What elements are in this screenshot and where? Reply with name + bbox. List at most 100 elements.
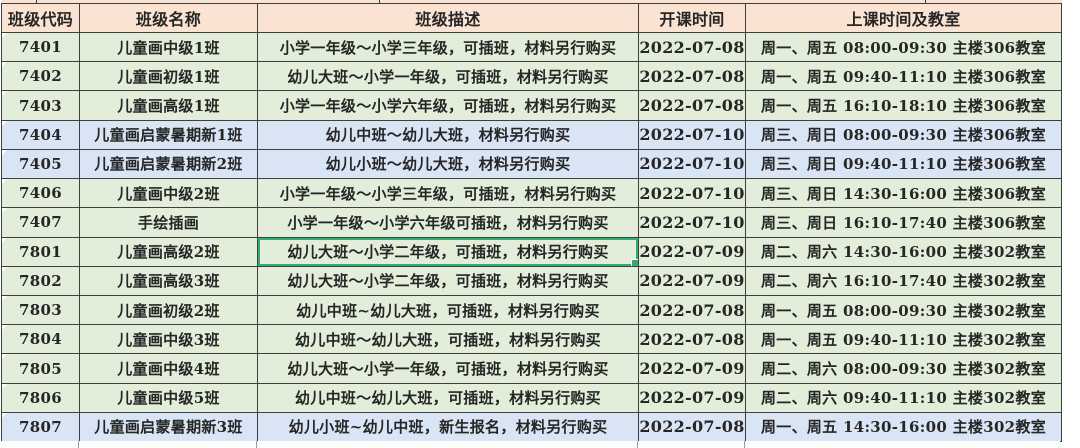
cell-time-room[interactable]: 周二、周六 08:00-09:30 主楼302教室 [760,360,1047,379]
cell-class-code[interactable]: 7804 [2,325,80,354]
cell-start-date[interactable]: 2022-07-09 [639,237,746,266]
cell-class-code[interactable]: 7404 [2,120,80,149]
cell-time-room[interactable]: 周二、周六 16:10-17:40 主楼302教室 [760,272,1047,291]
cell-start-date[interactable]: 2022-07-10 [639,208,746,237]
table-row: 7806 儿童画中级5班 幼儿中班～幼儿大班，可插班，材料另行购买 2022-07-0… [2,383,1061,413]
cutoff-row-bottom [1,441,1060,448]
cell-class-name[interactable]: 儿童画中级2班 [80,179,258,208]
cell-class-code[interactable]: 7806 [2,383,80,412]
cell-class-desc[interactable]: 小学一年级～小学三年级，可插班，材料另行购买 [258,33,639,62]
cell-class-name[interactable]: 儿童画初级2班 [80,295,258,325]
table-row: 7802 儿童画高级3班 幼儿大班～小学二年级，可插班，材料另行购买 2022-07-… [2,266,1061,296]
cell-start-date[interactable]: 2022-07-08 [639,62,746,91]
cutoff-cell [380,0,926,3]
table-row: 7803 儿童画初级2班 幼儿中班~幼儿大班，可插班，材料另行购买 2022-07-0… [2,295,1061,326]
cell-class-code[interactable]: 7801 [2,237,80,266]
cell-class-name[interactable]: 儿童画中级5班 [80,383,258,412]
cell-class-code[interactable]: 7403 [2,91,80,120]
cell-start-date[interactable]: 2022-07-08 [639,33,746,62]
table-header-row: 班级代码 班级名称 班级描述 开课时间 上课时间及教室 [2,4,1061,33]
cell-class-name[interactable]: 儿童画高级1班 [80,91,258,120]
cell-start-date[interactable]: 2022-07-08 [639,325,746,354]
cell-start-date[interactable]: 2022-07-09 [639,383,746,412]
cell-time-room[interactable]: 周一、周五 09:40-11:10 主楼306教室 [760,67,1047,86]
cutoff-cell [1,0,37,3]
cell-class-name[interactable]: 儿童画中级1班 [80,33,258,62]
class-schedule-table: 班级代码 班级名称 班级描述 开课时间 上课时间及教室 7401 儿童画中级1班小… [1,3,1062,442]
cell-time-room[interactable]: 周三、周日 16:10-17:40 主楼306教室 [760,213,1047,232]
cell-time-room[interactable]: 周二、周六 14:30-16:00 主楼302教室 [760,243,1047,262]
cell-time-room[interactable]: 周一、周五 08:00-09:30 主楼302教室 [760,301,1047,320]
cell-class-name[interactable]: 儿童画启蒙暑期新3班 [80,412,258,442]
cell-class-code[interactable]: 7407 [2,208,80,237]
cell-class-code[interactable]: 7803 [2,295,80,325]
cutoff-cell [79,441,257,448]
cell-time-room[interactable]: 周三、周日 14:30-16:00 主楼306教室 [760,184,1047,203]
cell-class-desc[interactable]: 幼儿小班~幼儿中班，新生报名，材料另行购买 [258,412,639,442]
cell-class-desc[interactable]: 幼儿大班～小学一年级，可插班，材料另行购买 [258,354,639,383]
cell-start-date[interactable]: 2022-07-10 [639,179,746,208]
cell-time-room[interactable]: 周三、周日 09:40-11:10 主楼306教室 [760,155,1047,174]
cell-class-name[interactable]: 儿童画中级4班 [80,354,258,383]
cell-start-date[interactable]: 2022-07-09 [639,354,746,383]
cell-class-name[interactable]: 儿童画高级2班 [80,237,258,266]
cell-class-code[interactable]: 7401 [2,33,80,62]
cell-class-desc[interactable]: 幼儿中班～幼儿大班，可插班，材料另行购买 [258,383,639,412]
header-cell-class-code[interactable]: 班级代码 [2,4,80,32]
cell-class-name[interactable]: 儿童画中级3班 [80,325,258,354]
cell-class-name[interactable]: 儿童画启蒙暑期新1班 [80,120,258,149]
cell-start-date[interactable]: 2022-07-08 [639,412,746,442]
header-cell-class-desc[interactable]: 班级描述 [258,4,639,32]
table-row: 7405 儿童画启蒙暑期新2班 幼儿小班～幼儿大班，材料另行购买 2022-07-10… [2,149,1061,180]
cell-time-room[interactable]: 周一、周五 16:10-18:10 主楼306教室 [760,97,1047,116]
cell-class-code[interactable]: 7406 [2,179,80,208]
table-row: 7406 儿童画中级2班 小学一年级～小学三年级，可插班，材料另行购买 2022-07… [2,179,1061,209]
cell-time-room[interactable]: 周一、周五 09:40-11:10 主楼302教室 [760,330,1047,349]
cell-start-date[interactable]: 2022-07-09 [639,266,746,295]
cutoff-cell [37,0,380,3]
cell-start-date[interactable]: 2022-07-08 [639,91,746,120]
header-cell-time-room[interactable]: 上课时间及教室 [846,10,961,29]
table-row: 7805 儿童画中级4班 幼儿大班～小学一年级，可插班，材料另行购买 2022-07-… [2,354,1061,384]
table-row: 7804 儿童画中级3班 幼儿中班～幼儿大班，可插班，材料另行购买 2022-07-0… [2,325,1061,355]
table-row: 7801 儿童画高级2班 幼儿大班～小学二年级，可插班，材料另行购买 2022-07-… [2,237,1061,267]
table-row: 7407 手绘插画 小学一年级～小学六年级可插班，材料另行购买 2022-07-10 周… [2,208,1061,238]
cell-class-desc[interactable]: 小学一年级～小学六年级可插班，材料另行购买 [258,208,639,237]
cell-class-desc[interactable]: 幼儿中班～幼儿大班，可插班，材料另行购买 [258,325,639,354]
cutoff-cell [257,441,638,448]
cell-class-name[interactable]: 儿童画初级1班 [80,62,258,91]
cell-class-code[interactable]: 7807 [2,412,80,442]
cell-class-desc[interactable]: 幼儿大班～小学二年级，可插班，材料另行购买 [258,237,639,266]
cell-class-name[interactable]: 手绘插画 [80,208,258,237]
cutoff-cell [745,441,1060,448]
header-cell-class-name[interactable]: 班级名称 [80,4,258,32]
cell-class-code[interactable]: 7805 [2,354,80,383]
cell-time-room[interactable]: 周三、周日 08:00-09:30 主楼306教室 [760,126,1047,145]
cell-start-date[interactable]: 2022-07-10 [639,120,746,149]
cutoff-row-top [1,0,1062,3]
sheet-right-margin [1062,0,1080,448]
cell-class-name[interactable]: 儿童画高级3班 [80,266,258,295]
cell-class-name[interactable]: 儿童画启蒙暑期新2班 [80,149,258,179]
cell-class-desc[interactable]: 幼儿中班~幼儿大班，可插班，材料另行购买 [258,295,639,325]
cell-start-date[interactable]: 2022-07-10 [639,149,746,179]
cell-class-code[interactable]: 7405 [2,149,80,179]
cell-start-date[interactable]: 2022-07-08 [639,295,746,325]
table-row: 7401 儿童画中级1班 小学一年级～小学三年级，可插班，材料另行购买 2022-07… [2,33,1061,63]
table-row: 7404 儿童画启蒙暑期新1班 幼儿中班～幼儿大班，材料另行购买 2022-07-10… [2,120,1061,150]
cell-class-desc[interactable]: 幼儿中班～幼儿大班，材料另行购买 [258,120,639,149]
table-row: 7807 儿童画启蒙暑期新3班 幼儿小班~幼儿中班，新生报名，材料另行购买 2022-… [2,412,1061,442]
cell-class-desc[interactable]: 幼儿大班～小学二年级，可插班，材料另行购买 [258,266,639,295]
cell-class-desc[interactable]: 小学一年级～小学三年级，可插班，材料另行购买 [258,179,639,208]
cell-class-desc[interactable]: 小学一年级～小学六年级，可插班，材料另行购买 [258,91,639,120]
cell-time-room[interactable]: 周二、周六 09:40-11:10 主楼302教室 [760,389,1047,408]
cell-class-code[interactable]: 7802 [2,266,80,295]
cell-time-room[interactable]: 周一、周五 08:00-09:30 主楼306教室 [760,38,1047,57]
cell-class-desc[interactable]: 幼儿大班～小学一年级，可插班，材料另行购买 [258,62,639,91]
cell-class-desc[interactable]: 幼儿小班～幼儿大班，材料另行购买 [258,149,639,179]
cell-class-code[interactable]: 7402 [2,62,80,91]
header-cell-start-date[interactable]: 开课时间 [639,4,746,32]
cell-time-room[interactable]: 周一、周五 14:30-16:00 主楼302教室 [760,418,1047,437]
selection-handle[interactable] [631,258,638,266]
